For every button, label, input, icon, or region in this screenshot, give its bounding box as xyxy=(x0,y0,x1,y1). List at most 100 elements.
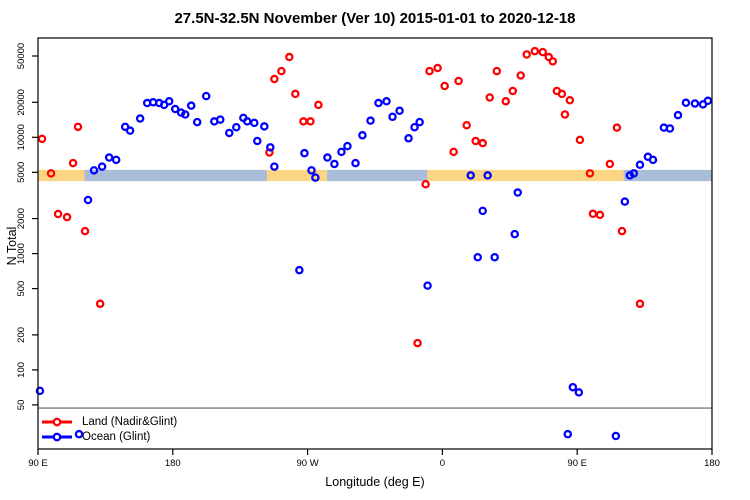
data-point-land xyxy=(508,86,518,96)
surface-band-land xyxy=(267,169,328,182)
data-point-ocean xyxy=(216,115,225,124)
legend-item-ocean-label: Ocean (Glint) xyxy=(82,430,151,443)
data-point-ocean xyxy=(635,160,645,170)
data-point-ocean xyxy=(648,155,658,165)
data-point-ocean xyxy=(665,124,675,133)
data-point-ocean xyxy=(253,136,262,146)
data-point-land xyxy=(485,93,494,102)
data-point-land xyxy=(440,81,449,91)
data-point-land xyxy=(462,120,471,130)
data-point-land xyxy=(46,169,56,178)
data-point-ocean xyxy=(164,97,174,106)
legend-item-ocean: Ocean (Glint) xyxy=(41,429,177,444)
data-point-land xyxy=(501,97,511,106)
y-tick-label: 10000 xyxy=(16,124,27,150)
plot-border xyxy=(37,37,713,450)
data-point-land xyxy=(413,338,422,348)
data-point-ocean xyxy=(260,122,269,131)
data-point-land xyxy=(299,117,308,126)
data-point-ocean xyxy=(83,195,93,205)
data-point-ocean xyxy=(681,98,691,108)
data-point-land xyxy=(68,158,78,168)
surface-band-ocean xyxy=(327,169,428,182)
data-point-ocean xyxy=(473,253,482,262)
data-point-ocean xyxy=(410,122,419,132)
data-point-land xyxy=(635,299,645,309)
data-point-land xyxy=(575,135,585,145)
data-point-ocean xyxy=(242,117,252,126)
data-point-land xyxy=(62,212,72,222)
y-tick-label: 100 xyxy=(16,362,27,378)
data-point-ocean xyxy=(510,229,519,239)
data-point-ocean xyxy=(388,112,397,122)
data-point-land xyxy=(433,63,442,73)
data-point-land xyxy=(548,57,558,66)
data-point-ocean xyxy=(415,117,424,127)
data-point-land xyxy=(612,123,622,132)
data-point-land xyxy=(557,89,567,99)
data-point-ocean xyxy=(483,171,492,180)
data-point-ocean xyxy=(574,388,584,397)
y-tick-label: 50 xyxy=(16,400,27,411)
data-point-ocean xyxy=(337,147,346,157)
data-point-ocean xyxy=(111,155,121,165)
data-point-ocean xyxy=(201,91,211,101)
data-point-ocean xyxy=(192,117,202,127)
data-point-land xyxy=(588,209,598,219)
data-point-ocean xyxy=(120,122,130,132)
data-point-ocean xyxy=(629,169,639,178)
data-point-ocean xyxy=(478,206,487,216)
data-point-ocean xyxy=(270,162,279,171)
data-point-land xyxy=(285,52,294,62)
data-point-ocean xyxy=(563,429,573,439)
data-point-ocean xyxy=(170,104,180,114)
data-point-ocean xyxy=(307,166,316,175)
data-point-ocean xyxy=(358,131,367,140)
y-tick-label: 500 xyxy=(16,281,27,297)
y-tick-label: 200 xyxy=(16,327,27,343)
data-point-land xyxy=(449,147,458,157)
legend-item-land-label: Land (Nadir&Glint) xyxy=(82,415,178,428)
data-point-ocean xyxy=(250,118,259,128)
data-point-ocean xyxy=(423,281,432,290)
data-point-land xyxy=(595,210,605,220)
data-point-ocean xyxy=(343,141,352,151)
data-point-ocean xyxy=(690,99,700,108)
data-point-ocean xyxy=(404,134,413,143)
data-point-land xyxy=(617,226,627,236)
data-point-ocean xyxy=(225,128,234,138)
data-point-ocean xyxy=(300,148,309,158)
data-point-land xyxy=(471,136,480,146)
data-point-ocean xyxy=(366,116,375,125)
data-point-ocean xyxy=(466,171,475,180)
data-point-land xyxy=(53,209,63,219)
data-point-ocean xyxy=(620,197,630,206)
x-axis-title: Longitude (deg E) xyxy=(325,475,425,489)
surface-band-ocean xyxy=(623,169,712,182)
data-point-ocean xyxy=(490,253,499,262)
data-point-land xyxy=(516,71,525,80)
data-point-land xyxy=(425,66,434,76)
data-point-land xyxy=(585,169,595,178)
data-point-ocean xyxy=(323,153,332,162)
surface-band-ocean xyxy=(84,169,268,182)
y-axis-title: N Total xyxy=(5,226,19,266)
y-tick-label: 20000 xyxy=(16,89,27,115)
y-tick-label: 2000 xyxy=(16,208,27,229)
surface-band-land xyxy=(427,169,624,182)
data-point-ocean xyxy=(266,143,275,152)
data-point-ocean xyxy=(232,122,241,132)
data-point-land xyxy=(421,179,430,189)
legend-marker-land-icon xyxy=(42,417,72,426)
data-point-land xyxy=(530,46,540,56)
y-tick-label: 1000 xyxy=(16,243,27,264)
data-point-ocean xyxy=(513,188,522,197)
x-tick-label: 90 E xyxy=(567,458,587,469)
data-point-ocean xyxy=(89,166,99,175)
data-point-ocean xyxy=(104,153,114,162)
surface-band-land xyxy=(38,169,85,182)
data-point-ocean xyxy=(135,114,145,123)
data-point-ocean xyxy=(374,98,383,108)
